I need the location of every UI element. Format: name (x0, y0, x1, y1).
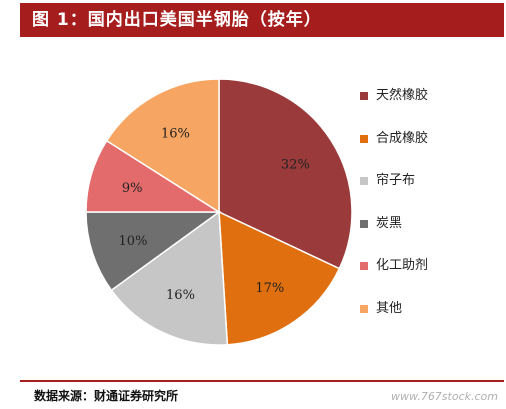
chart-legend: 天然橡胶合成橡胶帘子布炭黑化工助剂其他 (360, 86, 500, 342)
legend-item-5: 其他 (360, 299, 500, 319)
legend-swatch-3 (360, 219, 368, 228)
legend-swatch-0 (360, 92, 368, 100)
legend-label-5: 其他 (376, 300, 403, 316)
legend-swatch-1 (360, 134, 368, 143)
pie-slice-label-1: 17% (255, 281, 284, 296)
legend-label-4: 化工助剂 (376, 258, 429, 274)
pie-slice-0 (218, 78, 353, 270)
pie-slice-label-3: 10% (119, 234, 148, 249)
pie-slice-5 (105, 78, 220, 214)
legend-swatch-4 (360, 262, 368, 271)
pie-slice-label-5: 16% (161, 127, 190, 142)
pie-slice-2 (110, 210, 229, 346)
legend-label-1: 合成橡胶 (376, 130, 429, 146)
pie-chart-area: 32% 17% 16% 10% 9% 16% (20, 52, 504, 372)
legend-item-1: 合成橡胶 (360, 129, 500, 149)
footer-divider (20, 380, 504, 382)
watermark: www.767stock.com (391, 390, 498, 403)
pie-chart: 32% 17% 16% 10% 9% 16% (85, 78, 353, 346)
pie-slice-label-2: 16% (166, 288, 195, 303)
pie-slice-3 (85, 211, 222, 292)
legend-item-0: 天然橡胶 (360, 86, 500, 106)
legend-label-3: 炭黑 (376, 215, 403, 231)
pie-slice-label-4: 9% (122, 181, 143, 196)
legend-swatch-2 (360, 177, 368, 186)
legend-label-2: 帘子布 (376, 173, 416, 189)
legend-item-2: 帘子布 (360, 171, 500, 191)
legend-item-4: 化工助剂 (360, 256, 500, 276)
legend-swatch-5 (360, 304, 368, 313)
pie-slice-label-0: 32% (281, 158, 310, 173)
chart-title: 图 1：国内出口美国半钢胎（按年） (20, 3, 504, 37)
legend-label-0: 天然橡胶 (376, 88, 429, 103)
pie-slice-1 (218, 210, 341, 346)
data-source: 数据来源：财通证券研究所 (34, 389, 179, 403)
legend-item-3: 炭黑 (360, 214, 500, 234)
